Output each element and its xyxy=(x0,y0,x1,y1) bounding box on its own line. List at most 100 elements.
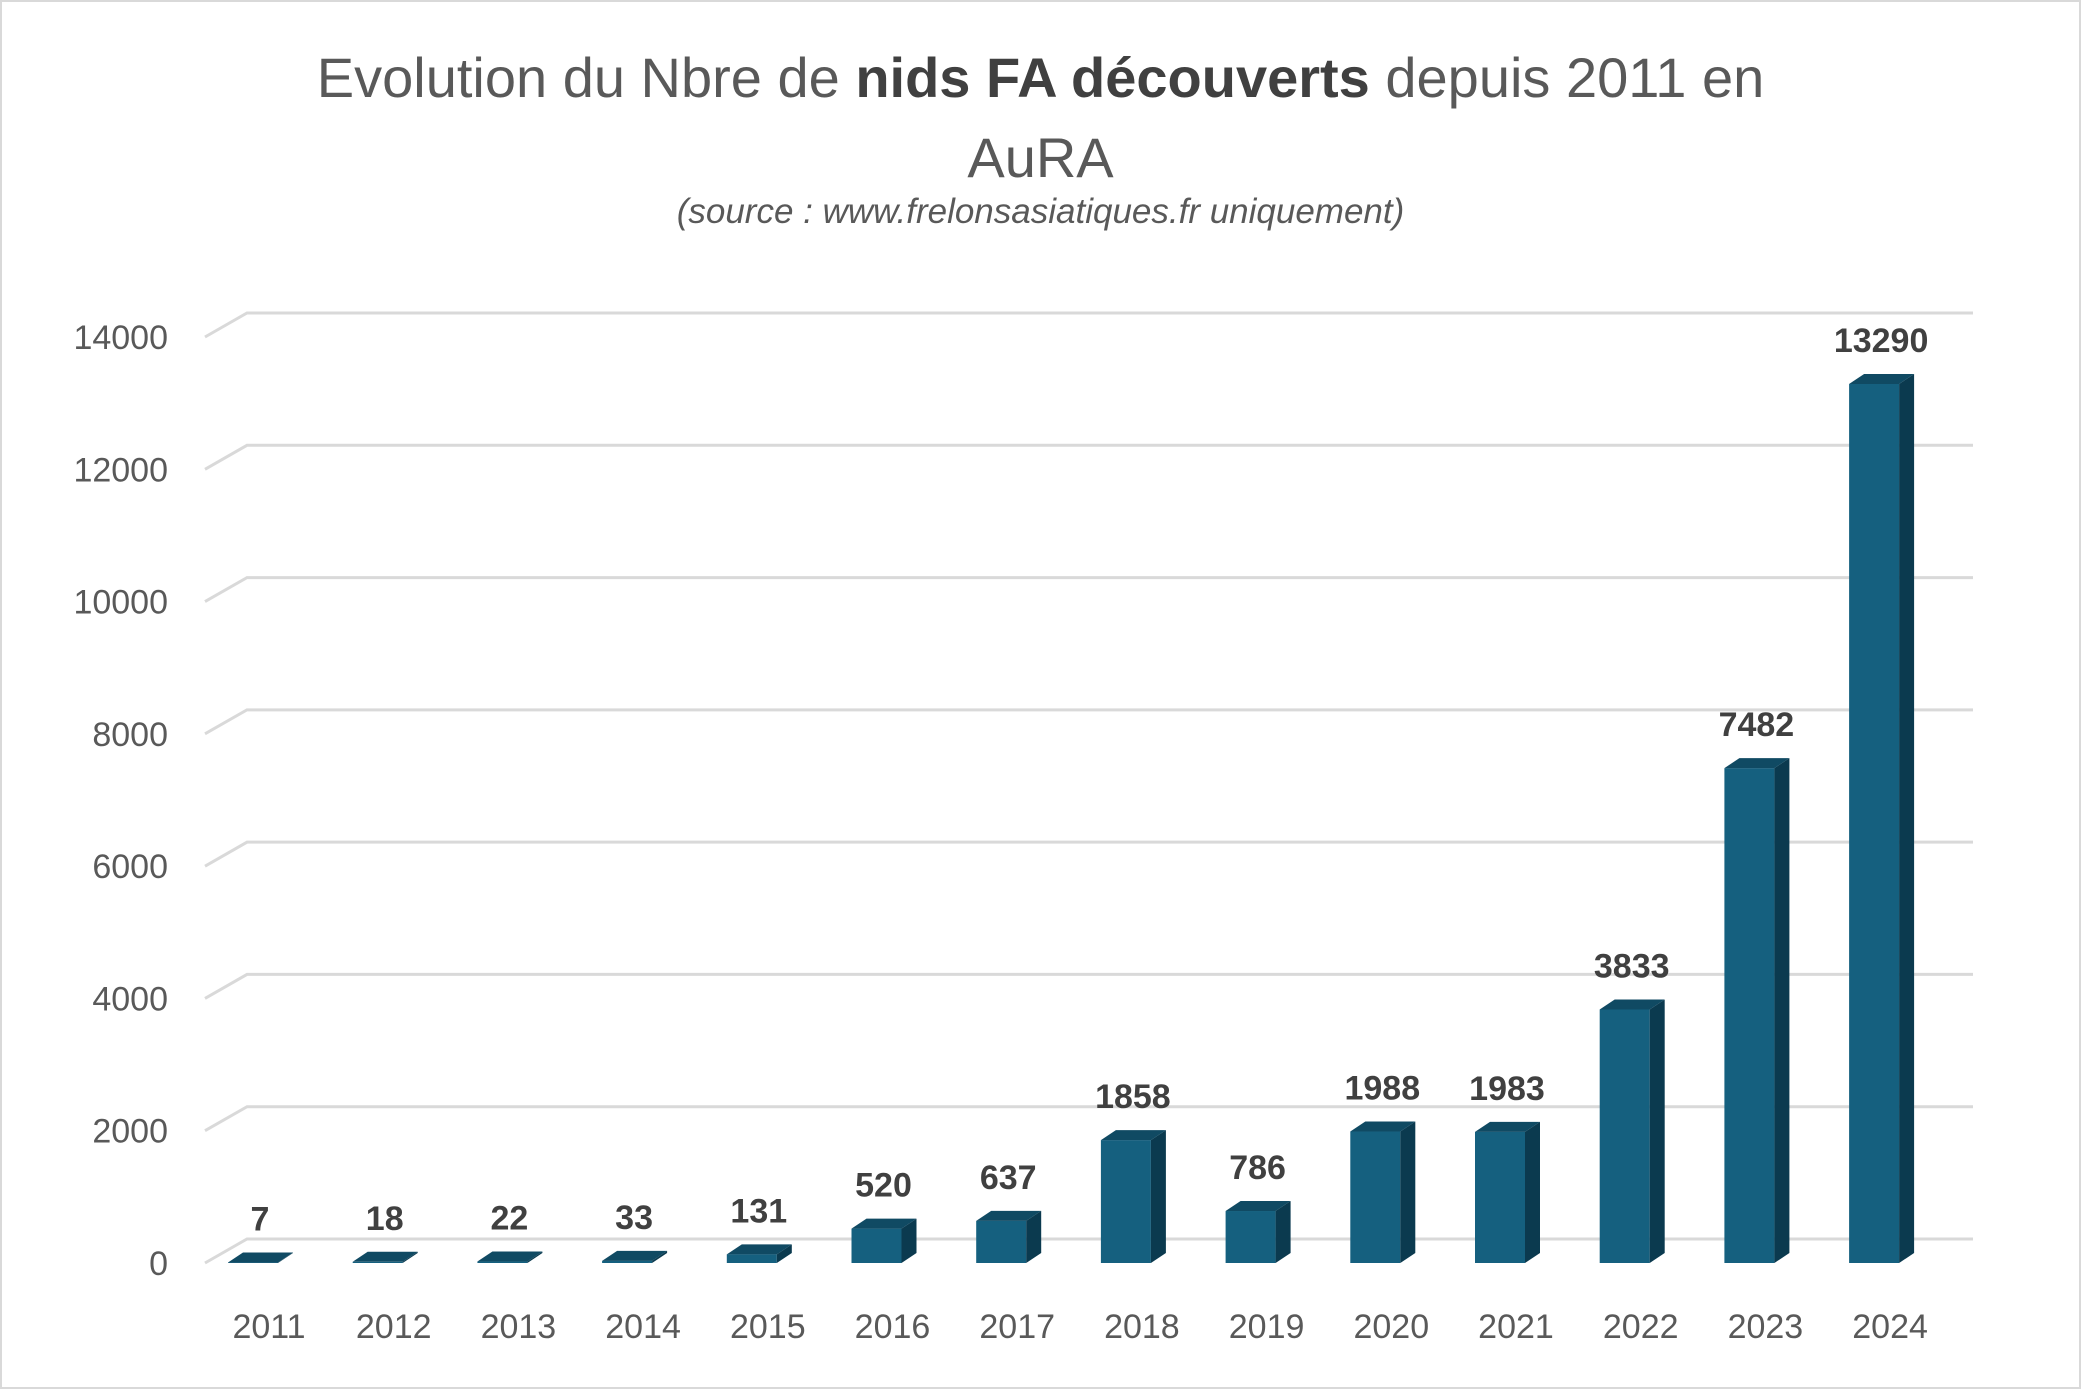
title-part2: depuis 2011 en xyxy=(1369,46,1765,109)
bar-side xyxy=(1026,1210,1042,1263)
bar-side xyxy=(652,1250,668,1263)
data-label: 131 xyxy=(730,1192,787,1230)
bar-side xyxy=(1774,758,1790,1263)
title-bold: nids FA découverts xyxy=(855,46,1370,109)
data-label: 1983 xyxy=(1469,1070,1545,1108)
bar-top xyxy=(1350,1121,1416,1132)
bar-2018: 1858 xyxy=(1095,1078,1171,1263)
bar-2011: 7 xyxy=(228,1201,293,1263)
y-tick-label: 10000 xyxy=(73,584,168,622)
gridline-8000 xyxy=(204,708,1973,736)
bar-front xyxy=(477,1261,528,1263)
bar-top xyxy=(976,1210,1042,1221)
bar-top xyxy=(851,1218,917,1229)
chart-title: Evolution du Nbre de nids FA découverts … xyxy=(0,38,2081,198)
bar-side xyxy=(1649,999,1665,1263)
bar-front xyxy=(352,1261,403,1263)
x-tick-label: 2023 xyxy=(1728,1308,1804,1346)
gridline-14000 xyxy=(204,311,1973,339)
bar-2014: 33 xyxy=(602,1199,668,1263)
data-label: 13290 xyxy=(1834,322,1929,360)
bar-side xyxy=(1275,1201,1291,1263)
gridlines xyxy=(204,311,1973,1265)
bar-front xyxy=(726,1254,777,1263)
bar-2021: 1983 xyxy=(1469,1070,1545,1263)
bar-top xyxy=(1599,999,1665,1010)
bar-front xyxy=(1475,1131,1525,1263)
x-tick-label: 2014 xyxy=(605,1308,681,1346)
gridline-2000 xyxy=(204,1105,1973,1133)
bar-top xyxy=(1225,1201,1291,1212)
bar-side xyxy=(402,1251,418,1263)
bar-side xyxy=(1525,1121,1540,1263)
bar-2019: 786 xyxy=(1225,1149,1291,1263)
x-tick-label: 2018 xyxy=(1104,1308,1180,1346)
bar-top xyxy=(1100,1130,1166,1141)
x-tick-label: 2024 xyxy=(1852,1308,1928,1346)
y-tick-label: 12000 xyxy=(73,451,168,489)
bar-2015: 131 xyxy=(726,1192,792,1263)
y-tick-label: 4000 xyxy=(92,980,168,1018)
bar-2013: 22 xyxy=(477,1200,543,1263)
gridline-0 xyxy=(204,1237,1973,1265)
data-label: 637 xyxy=(980,1159,1037,1197)
bar-2020: 1988 xyxy=(1344,1070,1420,1263)
x-tick-label: 2013 xyxy=(481,1308,557,1346)
x-tick-label: 2021 xyxy=(1478,1308,1554,1346)
data-label: 520 xyxy=(855,1167,912,1205)
data-label: 7482 xyxy=(1719,706,1795,744)
y-tick-label: 0 xyxy=(149,1245,168,1283)
bar-side xyxy=(1899,373,1915,1263)
bar-2022: 3833 xyxy=(1594,947,1670,1263)
data-label: 7 xyxy=(251,1201,270,1239)
y-tick-label: 8000 xyxy=(92,716,168,754)
data-label: 33 xyxy=(615,1199,653,1237)
bar-front xyxy=(1100,1140,1151,1263)
bar-front xyxy=(1849,383,1900,1263)
y-tick-label: 2000 xyxy=(92,1113,168,1151)
bar-top xyxy=(1724,758,1790,769)
bar-front xyxy=(1350,1131,1401,1263)
gridline-12000 xyxy=(204,443,1973,471)
title-line2: AuRA xyxy=(967,126,1114,189)
bars: 7 18 22 33 131 520 637 1858 786 1988 1983 3833 7482 1… xyxy=(228,322,1928,1263)
bar-top xyxy=(726,1244,792,1255)
bar-front xyxy=(1724,768,1775,1263)
y-tick-label: 6000 xyxy=(92,848,168,886)
x-tick-label: 2019 xyxy=(1229,1308,1305,1346)
bar-side xyxy=(527,1251,543,1263)
x-tick-label: 2022 xyxy=(1603,1308,1679,1346)
bar-side xyxy=(1150,1130,1166,1263)
bar-top xyxy=(1849,373,1915,384)
y-tick-label: 14000 xyxy=(73,319,168,357)
bar-side xyxy=(901,1218,917,1263)
gridline-6000 xyxy=(204,840,1973,868)
title-part1: Evolution du Nbre de xyxy=(316,46,856,109)
gridline-4000 xyxy=(204,972,1973,1000)
bar-2017: 637 xyxy=(976,1159,1042,1263)
gridline-10000 xyxy=(204,576,1973,603)
bar-front xyxy=(1599,1009,1650,1263)
bar-side xyxy=(776,1244,792,1263)
x-tick-label: 2020 xyxy=(1353,1308,1429,1346)
bar-2012: 18 xyxy=(352,1200,418,1263)
bar-top xyxy=(602,1250,668,1261)
chart-subtitle: (source : www.frelonsasiatiques.fr uniqu… xyxy=(676,192,1405,231)
data-label: 3833 xyxy=(1594,947,1670,985)
bar-top xyxy=(477,1251,543,1262)
bar-top xyxy=(228,1252,293,1263)
bar-front xyxy=(602,1260,653,1263)
x-tick-label: 2011 xyxy=(232,1308,305,1346)
bar-top xyxy=(1475,1121,1540,1132)
bar-2016: 520 xyxy=(851,1167,917,1263)
bar-front xyxy=(1225,1211,1276,1263)
bar-side xyxy=(1400,1121,1416,1263)
bar-2023: 7482 xyxy=(1719,706,1795,1263)
bar-side xyxy=(278,1252,293,1263)
bar-top xyxy=(352,1251,418,1262)
data-label: 1858 xyxy=(1095,1078,1171,1116)
data-label: 18 xyxy=(366,1200,404,1238)
bar-front xyxy=(851,1228,902,1263)
y-axis: 0 2000 4000 6000 8000 10000 12000 14000 xyxy=(73,319,168,1283)
